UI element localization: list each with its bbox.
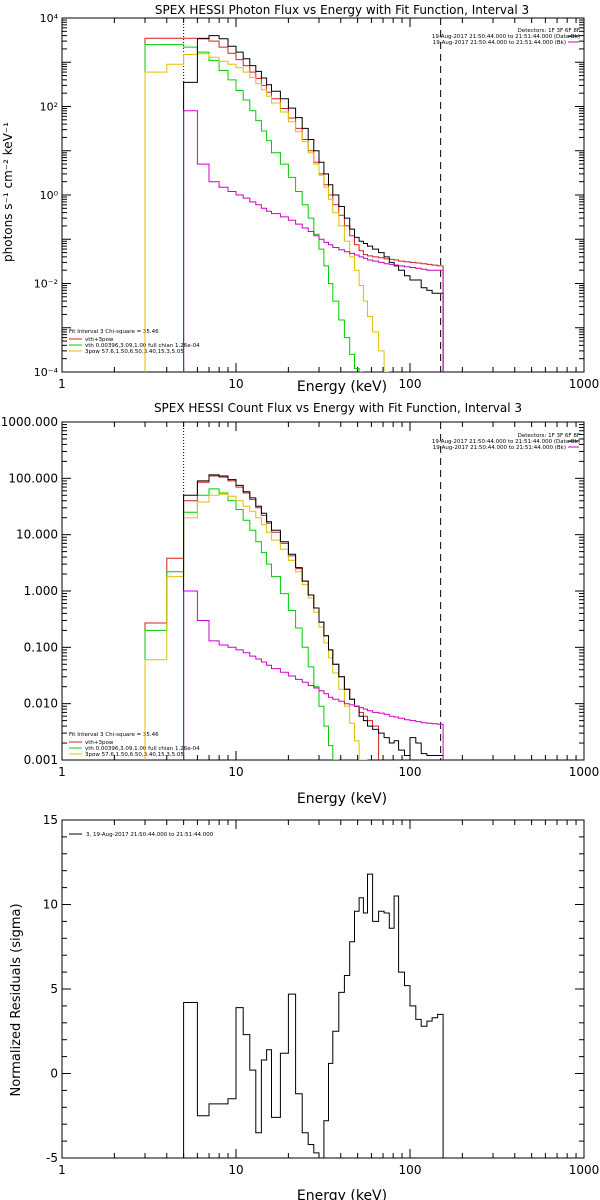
count-y-tick-label: 100.000 bbox=[8, 471, 58, 485]
residuals-panel-xlabel: Energy (keV) bbox=[297, 1188, 387, 1200]
photon-series-4 bbox=[183, 110, 444, 372]
count-x-tick-label: 100 bbox=[399, 765, 422, 779]
residuals-y-tick-label: 0 bbox=[50, 1067, 58, 1081]
photon-y-tick-label: 10⁰ bbox=[40, 189, 59, 202]
count-y-tick-label: 0.100 bbox=[24, 640, 58, 654]
photon-series-3 bbox=[183, 35, 444, 372]
count-flux-panel: SPEX HESSI Count Flux vs Energy with Fit… bbox=[1, 401, 600, 807]
count-panel-xlabel: Energy (keV) bbox=[297, 791, 387, 807]
photon-y-tick-label: 10⁻² bbox=[34, 278, 58, 291]
photon-panel-xlabel: Energy (keV) bbox=[297, 379, 387, 395]
photon-panel-title: SPEX HESSI Photon Flux vs Energy with Fi… bbox=[155, 3, 529, 17]
photon-panel-ylabel: photons s⁻¹ cm⁻² keV⁻¹ bbox=[1, 122, 15, 262]
count-series-1 bbox=[144, 488, 339, 760]
fit-chisq-label: Fit Interval 3 Chi-square = 35.46 bbox=[69, 732, 159, 738]
bk-interval-label: 19-Aug-2017 21:50:44.000 to 21:51:44.000… bbox=[433, 445, 566, 451]
photon-x-tick-label: 10 bbox=[228, 377, 243, 391]
fit-total-label: vth+3pow bbox=[85, 337, 114, 343]
residuals-y-tick-label: 10 bbox=[43, 898, 58, 912]
photon-axes-frame bbox=[61, 17, 585, 373]
count-y-tick-label: 1000.000 bbox=[1, 415, 58, 429]
photon-y-tick-label: 10⁴ bbox=[40, 12, 59, 25]
count-series-2 bbox=[144, 493, 368, 760]
detectors-label: Detectors: 1F 3F 6F 8F bbox=[518, 433, 580, 439]
photon-panel-info: Detectors: 1F 3F 6F 8F 19-Aug-2017 21:50… bbox=[432, 28, 580, 46]
bk-interval-label: 19-Aug-2017 21:50:44.000 to 21:51:44.000… bbox=[433, 40, 566, 46]
residuals-y-tick-label: -5 bbox=[46, 1151, 58, 1165]
residuals-panel: Energy (keV) Normalized Residuals (sigma… bbox=[9, 813, 599, 1200]
data-interval-label: 19-Aug-2017 21:50:44.000 to 21:51:44.000… bbox=[432, 439, 580, 445]
fit-3pow-label: 3pow 57.6,1.50,6.50,3.40,15.3,5.05 bbox=[85, 349, 184, 355]
count-y-tick-label: 0.001 bbox=[24, 753, 58, 767]
photon-x-tick-label: 1 bbox=[58, 377, 66, 391]
count-series-3 bbox=[183, 474, 444, 760]
residuals-x-tick-label: 1000 bbox=[569, 1163, 600, 1177]
count-series-4 bbox=[183, 590, 444, 760]
count-y-tick-label: 0.010 bbox=[24, 697, 58, 711]
photon-x-tick-label: 1000 bbox=[569, 377, 600, 391]
data-interval-label: 19-Aug-2017 21:50:44.000 to 21:51:44.000… bbox=[432, 34, 580, 40]
count-x-tick-label: 10 bbox=[228, 765, 243, 779]
photon-y-tick-label: 10² bbox=[40, 101, 58, 114]
fit-total-label: vth+3pow bbox=[85, 740, 114, 746]
residuals-series-0 bbox=[183, 873, 444, 1158]
residuals-y-tick-label: 5 bbox=[50, 982, 58, 996]
photon-series-1 bbox=[144, 44, 364, 372]
count-panel-info: Detectors: 1F 3F 6F 8F 19-Aug-2017 21:50… bbox=[432, 433, 580, 451]
photon-x-tick-label: 100 bbox=[399, 377, 422, 391]
fit-3pow-label: 3pow 57.6,1.50,6.50,3.40,15.3,5.05 bbox=[85, 752, 184, 758]
fit-vth-label: vth 0.00396,3.09,1.00 full chian 1.26e-0… bbox=[85, 343, 200, 349]
residuals-panel-ylabel: Normalized Residuals (sigma) bbox=[9, 903, 24, 1096]
count-panel-fit-legend: Fit Interval 3 Chi-square = 35.46 vth+3p… bbox=[69, 732, 200, 758]
residuals-axes-frame bbox=[61, 819, 585, 1159]
photon-series-0 bbox=[144, 37, 444, 372]
photon-y-tick-label: 10⁻⁴ bbox=[34, 366, 59, 379]
residuals-legend-label: 3, 19-Aug-2017 21:50:44.000 to 21:51:44.… bbox=[86, 832, 214, 838]
fit-vth-label: vth 0.00396,3.09,1.00 full chian 1.26e-0… bbox=[85, 746, 200, 752]
count-y-tick-label: 10.000 bbox=[16, 528, 58, 542]
photon-panel-fit-legend: Fit Interval 3 Chi-square = 35.46 vth+3p… bbox=[69, 329, 200, 355]
residuals-x-tick-label: 100 bbox=[399, 1163, 422, 1177]
detectors-label: Detectors: 1F 3F 6F 8F bbox=[518, 28, 580, 34]
residuals-x-tick-label: 10 bbox=[228, 1163, 243, 1177]
residuals-x-tick-label: 1 bbox=[58, 1163, 66, 1177]
count-y-tick-label: 1.000 bbox=[24, 584, 58, 598]
photon-flux-panel: SPEX HESSI Photon Flux vs Energy with Fi… bbox=[1, 3, 599, 395]
photon-series-2 bbox=[144, 53, 390, 372]
count-x-tick-label: 1000 bbox=[569, 765, 600, 779]
count-x-tick-label: 1 bbox=[58, 765, 66, 779]
fit-chisq-label: Fit Interval 3 Chi-square = 35.46 bbox=[69, 329, 159, 335]
count-panel-title: SPEX HESSI Count Flux vs Energy with Fit… bbox=[154, 401, 522, 415]
count-axes-frame bbox=[61, 421, 585, 761]
residuals-y-tick-label: 15 bbox=[43, 813, 58, 827]
